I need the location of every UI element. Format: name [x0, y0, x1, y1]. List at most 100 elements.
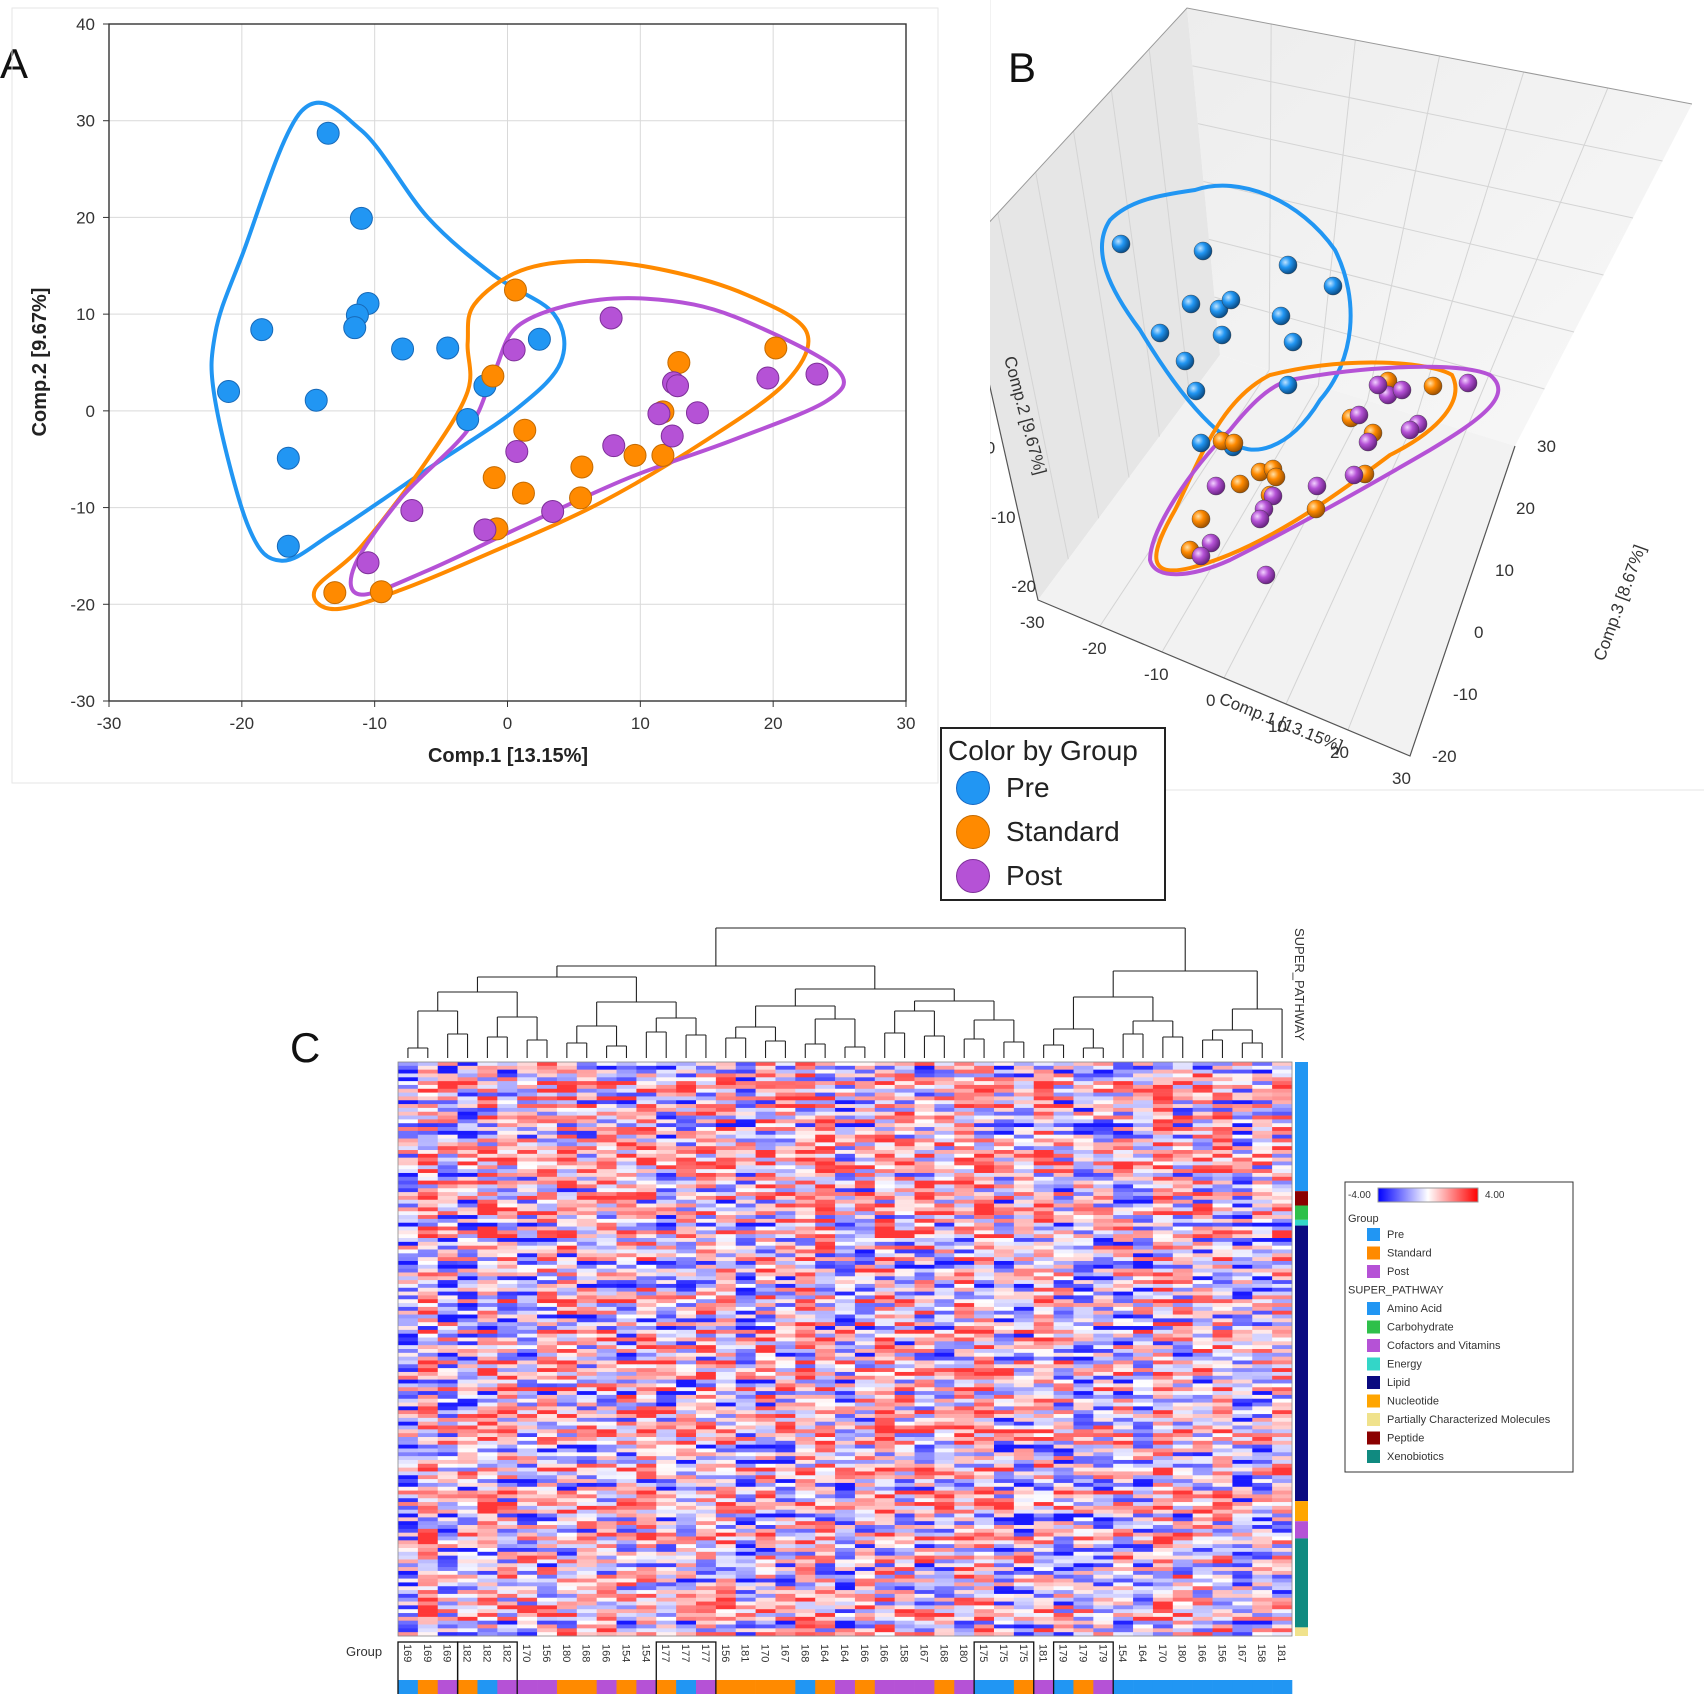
heatmap-cell [835, 1410, 856, 1415]
heatmap-cell [874, 1111, 895, 1116]
heatmap-cell [1232, 1188, 1253, 1193]
heatmap-cell [398, 1123, 419, 1128]
heatmap-cell [656, 1138, 677, 1143]
heatmap-cell [994, 1188, 1015, 1193]
heatmap-cell [715, 1310, 737, 1315]
heatmap-cell [914, 1142, 935, 1147]
heatmap-cell [1192, 1349, 1213, 1354]
heatmap-cell [994, 1176, 1015, 1181]
heatmap-cell [775, 1280, 796, 1285]
heatmap-cell [1073, 1260, 1094, 1266]
heatmap-cell [854, 1142, 876, 1147]
heatmap-cell [815, 1081, 836, 1086]
heatmap-cell [497, 1253, 518, 1258]
heatmap-cell [954, 1172, 975, 1178]
heatmap-cell [1252, 1379, 1273, 1384]
heatmap-cell [1133, 1115, 1154, 1120]
heatmap-cell [874, 1345, 895, 1350]
heatmap-cell [1013, 1295, 1035, 1300]
heatmap-cell [576, 1241, 597, 1246]
heatmap-cell [636, 1100, 657, 1105]
heatmap-cell [576, 1410, 597, 1415]
heatmap-cell [1172, 1073, 1193, 1078]
heatmap-cell [1212, 1421, 1233, 1426]
heatmap-cell [616, 1199, 637, 1204]
heatmap-cell [457, 1142, 478, 1147]
heatmap-cell [755, 1111, 776, 1116]
heatmap-cell [676, 1429, 697, 1434]
heatmap-cell [457, 1349, 478, 1354]
heatmap-cell [954, 1184, 975, 1189]
heatmap-cell [656, 1153, 677, 1158]
heatmap-cell [1192, 1260, 1213, 1266]
heatmap-cell [1232, 1295, 1253, 1300]
heatmap-cell [1013, 1299, 1035, 1304]
heatmap-cell [755, 1276, 776, 1281]
heatmap-cell [914, 1127, 935, 1132]
heatmap-cell [696, 1084, 717, 1090]
heatmap-cell [974, 1391, 995, 1396]
heatmap-cell [576, 1322, 597, 1327]
heatmap-cell [1013, 1146, 1035, 1151]
heatmap-cell [656, 1100, 677, 1105]
heatmap-cell [815, 1146, 836, 1151]
heatmap-cell [696, 1238, 717, 1243]
heatmap-cell [1073, 1180, 1094, 1185]
heatmap-cell [1033, 1283, 1054, 1289]
heatmap-cell [517, 1444, 538, 1449]
heatmap-cell [894, 1452, 915, 1457]
heatmap-cell [417, 1218, 439, 1224]
heatmap-cell [775, 1230, 796, 1235]
heatmap-cell [934, 1084, 955, 1090]
heatmap-cell [1192, 1299, 1213, 1304]
heatmap-cell [497, 1150, 518, 1155]
heatmap-cell [417, 1161, 439, 1166]
heatmap-cell [696, 1138, 717, 1143]
heatmap-cell [537, 1379, 558, 1384]
heatmap-cell [1113, 1084, 1134, 1090]
heatmap-cell [755, 1084, 776, 1090]
heatmap-cell [954, 1192, 975, 1197]
heatmap-cell [1272, 1421, 1293, 1426]
heatmap-cell [894, 1084, 915, 1090]
heatmap-cell [1272, 1371, 1293, 1377]
post-point-3d [1358, 432, 1378, 452]
heatmap-cell [795, 1127, 816, 1132]
heatmap-cell [596, 1199, 617, 1204]
heatmap-cell [676, 1253, 697, 1258]
heatmap-cell [1272, 1211, 1293, 1216]
heatmap-cell [1212, 1215, 1233, 1220]
heatmap-cell [1073, 1188, 1094, 1193]
heatmap-cell [696, 1065, 717, 1070]
heatmap-cell [1013, 1084, 1035, 1090]
heatmap-cell [795, 1104, 816, 1109]
heatmap-cell [1133, 1360, 1154, 1365]
heatmap-cell [974, 1184, 995, 1189]
heatmap-cell [1053, 1249, 1074, 1254]
heatmap-cell [1212, 1238, 1233, 1243]
heatmap-cell [874, 1383, 895, 1388]
heatmap-cell [1152, 1073, 1174, 1078]
heatmap-cell [398, 1429, 419, 1434]
heatmap-cell [715, 1180, 737, 1185]
heatmap-cell [537, 1138, 558, 1143]
heatmap-cell [854, 1329, 876, 1334]
heatmap-cell [715, 1104, 737, 1109]
heatmap-cell [755, 1172, 776, 1178]
heatmap-cell [1172, 1253, 1193, 1258]
heatmap-cell [1272, 1184, 1293, 1189]
post-point [502, 338, 526, 362]
heatmap-cell [497, 1081, 518, 1086]
heatmap-cell [835, 1345, 856, 1350]
heatmap-cell [934, 1260, 955, 1266]
heatmap-cell [854, 1283, 876, 1289]
heatmap-cell [1212, 1356, 1233, 1361]
post-point-3d [1307, 476, 1327, 496]
heatmap-cell [616, 1165, 637, 1170]
heatmap-cell [914, 1410, 935, 1415]
heatmap-cell [1033, 1245, 1054, 1250]
heatmap-cell [954, 1433, 975, 1438]
heatmap-cell [477, 1394, 498, 1400]
heatmap-cell [755, 1260, 776, 1266]
heatmap-cell [815, 1291, 836, 1296]
